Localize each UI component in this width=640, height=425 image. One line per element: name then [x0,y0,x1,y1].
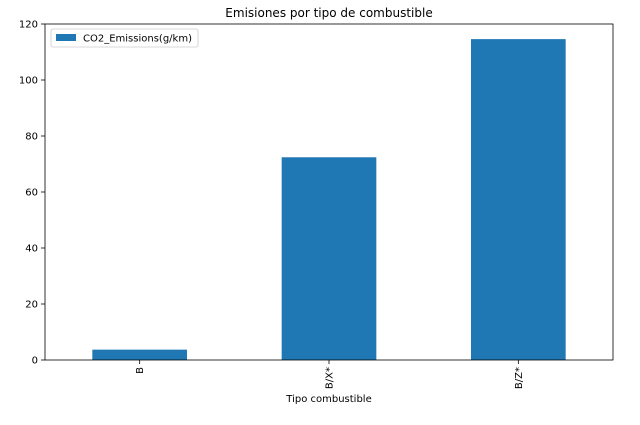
y-tick-label: 60 [25,188,38,199]
y-tick-label: 20 [25,300,38,311]
x-tick-label: B [135,367,146,374]
y-tick-label: 100 [19,76,38,87]
bar-B [92,349,187,360]
bar-B/Z* [471,39,566,361]
y-axis: 0 20 40 60 80 100 120 [19,20,45,367]
y-tick-label: 0 [32,356,38,367]
legend-label: CO2_Emissions(g/km) [83,34,192,45]
plot-frame [44,23,614,361]
y-tick-label: 120 [19,20,38,31]
x-tick-label: B/Z* [514,367,525,389]
bar-B/X* [281,157,377,360]
legend: CO2_Emissions(g/km) [50,28,199,48]
bars-layer [92,39,566,361]
x-axis: B B/X* B/Z* [135,360,525,389]
chart-title: Emisiones por tipo de combustible [225,6,432,20]
x-tick-label: B/X* [325,367,336,389]
y-tick-label: 40 [25,244,38,255]
legend-swatch [56,34,76,41]
legend-box [50,28,199,48]
x-axis-title: Tipo combustible [285,394,371,405]
y-tick-label: 80 [25,132,38,143]
